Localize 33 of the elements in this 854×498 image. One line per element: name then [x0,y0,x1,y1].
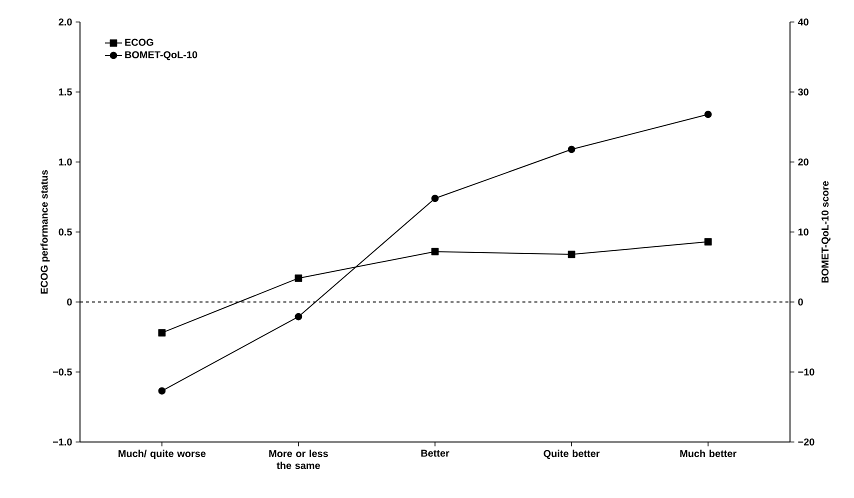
y2-tick-label: 10 [798,228,808,236]
y-tick-label: 0 [67,298,72,306]
point [704,110,712,118]
point [158,329,166,336]
point [158,387,166,395]
y2-tick-label: −20 [798,438,814,446]
y2-tick-label: −10 [798,368,814,376]
x-tick-label: Better [421,450,450,457]
y2-tick-label: 20 [798,158,808,166]
y2-tick-label: 30 [798,88,808,96]
legend-label: BOMET-QoL-10 [125,51,198,60]
x-tick-label: Quite better [544,450,600,459]
point [704,238,712,246]
point [431,194,439,202]
y2-tick-label: 40 [798,18,808,26]
x-tick-label: Much/ quite worse [118,450,206,460]
point [294,313,302,320]
y-tick-label: −0.5 [52,368,72,376]
y-tick-label: 0.5 [58,228,72,236]
y2-axis-title: BOMET-QoL-10 score [822,181,830,283]
point [568,146,576,154]
y-tick-label: 1.0 [59,158,72,166]
x-tick-label: Much better [680,450,736,458]
y-tick-label: −1.0 [52,438,72,446]
point [568,250,576,258]
y2-tick-label: 0 [798,298,803,306]
y-tick-label: 2.0 [58,18,72,26]
y-axis-title: ECOG performance status [40,170,50,294]
point [431,248,439,256]
y-tick-label: 1.5 [59,88,72,96]
x-tick-label: More or less the same [269,450,328,470]
legend-label: ECOG [125,38,154,46]
point [294,274,302,282]
